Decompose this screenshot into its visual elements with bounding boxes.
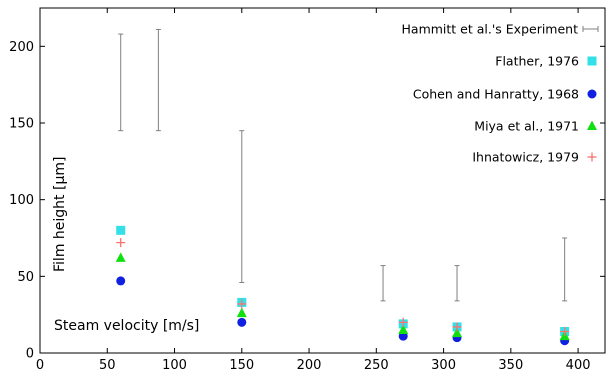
y-axis-title: Film height [µm] [52, 157, 68, 272]
error-bar [239, 130, 245, 283]
y-tick-label: 100 [9, 193, 34, 208]
triangle-marker [452, 327, 463, 338]
legend-plus-marker [587, 152, 597, 162]
legend-label: Flather, 1976 [495, 54, 579, 69]
x-tick-label: 0 [36, 358, 44, 373]
x-tick-label: 200 [297, 358, 322, 373]
legend-label: Ihnatowicz, 1979 [472, 150, 579, 165]
plot-frame [39, 7, 606, 354]
triangle-marker [115, 252, 126, 262]
legend-errorbar-sample [582, 26, 599, 32]
legend-circle-marker [587, 89, 597, 99]
triangle-marker [398, 324, 409, 334]
y-tick-label: 50 [17, 270, 34, 285]
legend-label: Hammitt et al.'s Experiment [402, 22, 579, 37]
square-marker [116, 225, 126, 235]
triangle-marker [236, 307, 247, 318]
legend-square-marker [587, 56, 597, 66]
plus-marker [116, 238, 126, 248]
legend-triangle-marker [587, 120, 597, 130]
legend-label: Miya et al., 1971 [474, 119, 579, 134]
x-tick-label: 250 [364, 358, 389, 373]
x-tick-label: 300 [431, 358, 456, 373]
x-tick-label: 150 [229, 358, 254, 373]
x-tick-label: 350 [498, 358, 523, 373]
x-tick-label: 400 [566, 358, 591, 373]
error-bar [118, 33, 124, 132]
x-axis-title: Steam velocity [m/s] [54, 318, 199, 334]
plus-marker [560, 327, 570, 337]
circle-marker [116, 276, 126, 286]
y-tick-label: 200 [9, 40, 34, 55]
error-bar [155, 28, 161, 132]
plus-marker [452, 322, 462, 332]
plus-marker [398, 317, 408, 327]
y-tick-label: 150 [9, 117, 34, 132]
legend-label: Cohen and Hanratty, 1968 [413, 87, 579, 102]
error-bar [454, 265, 460, 302]
error-bar [562, 237, 568, 302]
y-tick-label: 0 [26, 347, 34, 362]
plus-marker [237, 299, 247, 309]
x-tick-label: 50 [99, 358, 116, 373]
circle-marker [237, 317, 247, 327]
x-tick-label: 100 [162, 358, 187, 373]
error-bar [380, 265, 386, 302]
